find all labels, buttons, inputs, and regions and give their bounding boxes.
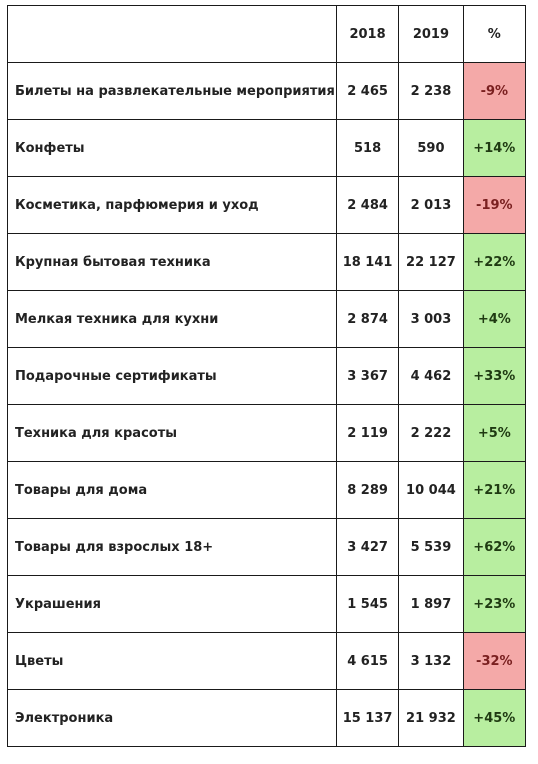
value-2019-cell: 4 462	[398, 347, 464, 405]
value-2019-cell: 2 222	[398, 404, 464, 462]
percent-change-cell: +45%	[462, 689, 527, 747]
category-name-cell: Крупная бытовая техника	[7, 233, 337, 291]
value-2018-cell: 2 119	[335, 404, 400, 462]
percent-change-cell: +21%	[462, 461, 527, 519]
category-name-cell: Билеты на развлекательные мероприятия	[7, 62, 337, 120]
header-percent-cell: %	[462, 5, 527, 63]
percent-change-cell: +5%	[462, 404, 527, 462]
percent-change-cell: +14%	[462, 119, 527, 177]
value-2018-cell: 2 484	[335, 176, 400, 234]
category-name-cell: Украшения	[7, 575, 337, 633]
table-row: Товары для взрослых 18+ 3 427 5 539 +62%	[7, 518, 527, 576]
value-2019-cell: 3 003	[398, 290, 464, 348]
value-2018-cell: 2 874	[335, 290, 400, 348]
percent-change-cell: +22%	[462, 233, 527, 291]
value-2019-cell: 21 932	[398, 689, 464, 747]
percent-change-cell: +4%	[462, 290, 527, 348]
value-2018-cell: 3 367	[335, 347, 400, 405]
table-row: Билеты на развлекательные мероприятия 2 4…	[7, 62, 527, 120]
table-row: Товары для дома 8 289 10 044 +21%	[7, 461, 527, 519]
value-2018-cell: 15 137	[335, 689, 400, 747]
header-2018-cell: 2018	[335, 5, 400, 63]
value-2019-cell: 22 127	[398, 233, 464, 291]
value-2019-cell: 1 897	[398, 575, 464, 633]
value-2018-cell: 2 465	[335, 62, 400, 120]
category-name-cell: Цветы	[7, 632, 337, 690]
percent-change-cell: -19%	[462, 176, 527, 234]
header-2019-cell: 2019	[398, 5, 464, 63]
table-row: Конфеты 518 590 +14%	[7, 119, 527, 177]
value-2018-cell: 1 545	[335, 575, 400, 633]
value-2019-cell: 5 539	[398, 518, 464, 576]
category-name-cell: Товары для дома	[7, 461, 337, 519]
table-header-row: 2018 2019 %	[7, 5, 527, 63]
percent-change-cell: +62%	[462, 518, 527, 576]
table-row: Электроника 15 137 21 932 +45%	[7, 689, 527, 747]
category-name-cell: Электроника	[7, 689, 337, 747]
table-row: Мелкая техника для кухни 2 874 3 003 +4%	[7, 290, 527, 348]
table-row: Украшения 1 545 1 897 +23%	[7, 575, 527, 633]
value-2019-cell: 10 044	[398, 461, 464, 519]
percent-change-cell: -9%	[462, 62, 527, 120]
value-2018-cell: 4 615	[335, 632, 400, 690]
percent-change-cell: -32%	[462, 632, 527, 690]
category-name-cell: Техника для красоты	[7, 404, 337, 462]
value-2018-cell: 3 427	[335, 518, 400, 576]
category-name-cell: Мелкая техника для кухни	[7, 290, 337, 348]
value-2019-cell: 590	[398, 119, 464, 177]
category-name-cell: Товары для взрослых 18+	[7, 518, 337, 576]
value-2019-cell: 3 132	[398, 632, 464, 690]
value-2018-cell: 18 141	[335, 233, 400, 291]
table-row: Техника для красоты 2 119 2 222 +5%	[7, 404, 527, 462]
value-2018-cell: 8 289	[335, 461, 400, 519]
percent-change-cell: +23%	[462, 575, 527, 633]
value-2019-cell: 2 013	[398, 176, 464, 234]
percent-change-cell: +33%	[462, 347, 527, 405]
value-2019-cell: 2 238	[398, 62, 464, 120]
value-2018-cell: 518	[335, 119, 400, 177]
table-row: Цветы 4 615 3 132 -32%	[7, 632, 527, 690]
category-name-cell: Косметика, парфюмерия и уход	[7, 176, 337, 234]
category-name-cell: Конфеты	[7, 119, 337, 177]
table-row: Косметика, парфюмерия и уход 2 484 2 013 -1…	[7, 176, 527, 234]
sales-comparison-table: 2018 2019 % Билеты на развлекательные ме…	[7, 5, 527, 747]
category-name-cell: Подарочные сертификаты	[7, 347, 337, 405]
table-row: Подарочные сертификаты 3 367 4 462 +33%	[7, 347, 527, 405]
header-category-cell	[7, 5, 337, 63]
table-row: Крупная бытовая техника 18 141 22 127 +22%	[7, 233, 527, 291]
